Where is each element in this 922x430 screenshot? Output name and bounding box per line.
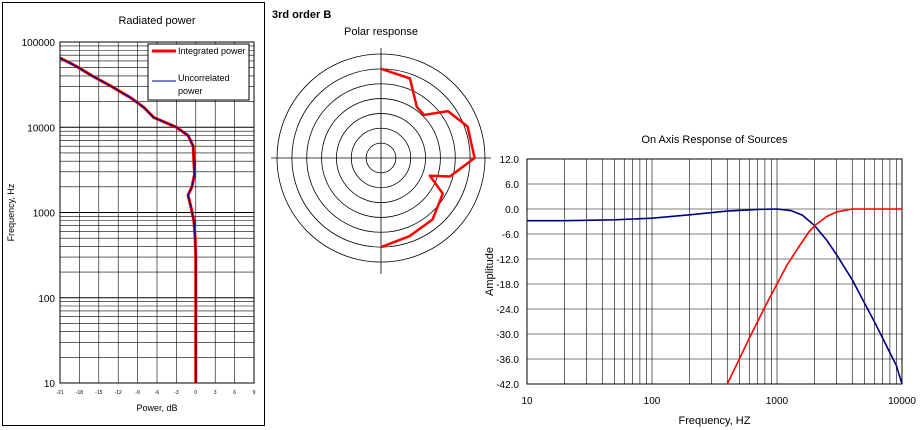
radiated-series-uncorrelated — [59, 57, 197, 383]
onaxis-x-tick: 10000 — [888, 396, 916, 407]
polar-series — [380, 67, 476, 249]
onaxis-y-tick: -12.0 — [496, 255, 519, 266]
onaxis-series-low — [527, 208, 903, 385]
onaxis-series-high — [726, 208, 902, 385]
header-title: 3rd order B — [272, 9, 332, 21]
radiated-plot-area — [59, 41, 255, 384]
radiated-x-tick: -21 — [56, 390, 63, 396]
onaxis-y-tick: -30.0 — [496, 330, 519, 341]
radiated-legend-label-integrated: Integrated power — [178, 46, 246, 56]
onaxis-y-tick: -6.0 — [502, 230, 520, 241]
radiated-x-tick: -9 — [135, 390, 140, 396]
onaxis-y-tick: -36.0 — [496, 355, 519, 366]
onaxis-xlabel: Frequency, HZ — [679, 415, 751, 427]
radiated-y-tick: 10 — [44, 379, 56, 390]
radiated-legend-box — [147, 43, 250, 101]
onaxis-y-tick: -42.0 — [496, 380, 519, 391]
radiated-legend-label-uncorrelated-2: power — [178, 86, 203, 96]
onaxis-ylabel: Amplitude — [484, 247, 496, 296]
onaxis-title: On Axis Response of Sources — [641, 134, 788, 146]
radiated-y-tick: 1000 — [33, 209, 56, 220]
radiated-x-tick: -3 — [174, 390, 179, 396]
onaxis-y-tick: 6.0 — [505, 180, 519, 191]
radiated-y-tick: 10000 — [27, 123, 55, 134]
onaxis-plot-area — [526, 158, 903, 385]
radiated-legend-label-uncorrelated: Uncorrelated — [178, 73, 230, 83]
onaxis-y-tick: 0.0 — [505, 205, 519, 216]
onaxis-y-tick: -24.0 — [496, 305, 519, 316]
radiated-x-tick: -6 — [155, 390, 160, 396]
polar-title: Polar response — [344, 26, 418, 38]
radiated-x-tick: 9 — [253, 390, 256, 396]
radiated-x-tick: 3 — [214, 390, 217, 396]
radiated-x-tick: -18 — [76, 390, 83, 396]
onaxis-y-tick: -18.0 — [496, 280, 519, 291]
onaxis-x-tick: 10 — [521, 396, 533, 407]
radiated-ylabel: Frequency, Hz — [6, 183, 16, 241]
radiated-title: Radiated power — [118, 15, 195, 27]
radiated-y-tick: 100 — [38, 294, 55, 305]
onaxis-x-tick: 1000 — [766, 396, 789, 407]
radiated-x-tick: -15 — [95, 390, 102, 396]
radiated-xlabel: Power, dB — [136, 403, 177, 413]
radiated-x-tick: 6 — [233, 390, 236, 396]
radiated-x-tick: 0 — [194, 390, 197, 396]
radiated-y-tick: 100000 — [22, 38, 56, 49]
radiated-x-tick: -12 — [115, 390, 122, 396]
onaxis-y-tick: 12.0 — [500, 155, 520, 166]
onaxis-x-tick: 100 — [644, 396, 661, 407]
